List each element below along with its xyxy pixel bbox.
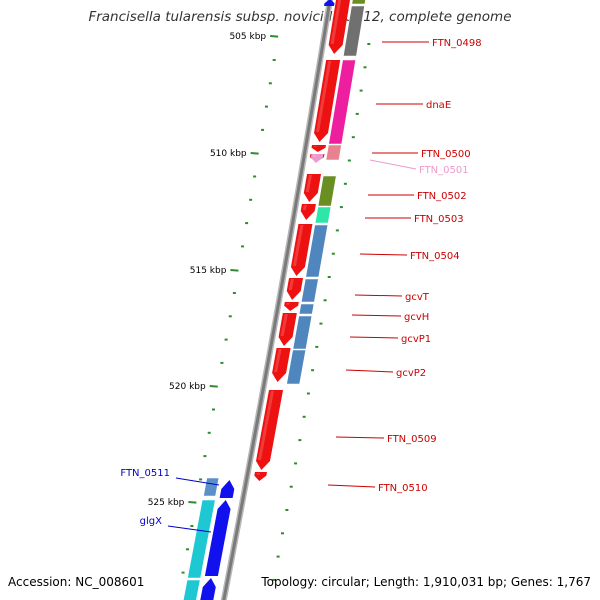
accession-label: Accession: NC_008601: [8, 575, 145, 589]
gene-label-gcvt: gcvT: [405, 292, 430, 303]
forward-gene-arrow: [328, 0, 350, 54]
forward-gene-arrow: [284, 302, 299, 311]
gene-label-gcvh: gcvH: [404, 312, 429, 323]
gene-label-gcvp2: gcvP2: [396, 368, 426, 379]
category-color-band: [203, 477, 220, 497]
scale-tick-mark: [209, 385, 218, 388]
scale-tick-mark: [250, 152, 259, 155]
category-color-band: [314, 206, 332, 224]
category-color-band: [342, 5, 365, 57]
forward-gene-arrow-highlight: [286, 303, 290, 305]
gene-label-ftn_0500: FTN_0500: [421, 149, 471, 160]
forward-gene-arrow-highlight: [316, 61, 332, 132]
forward-gene-arrow-highlight: [258, 391, 275, 460]
forward-gene-arrow: [278, 313, 297, 346]
gene-label-gcvp1: gcvP1: [401, 334, 431, 345]
forward-gene-arrow: [254, 472, 267, 481]
gene-leader-line: [359, 253, 408, 256]
scale-tick-label: 520 kbp: [169, 382, 206, 392]
forward-gene-arrow: [272, 348, 291, 382]
reverse-gene-arrow: [219, 480, 235, 498]
forward-gene-arrow-highlight: [280, 314, 288, 336]
forward-gene-arrow-highlight: [313, 146, 317, 147]
category-color-band: [298, 303, 315, 315]
category-color-band: [328, 59, 357, 145]
gene-leader-line: [167, 525, 212, 533]
gene-label-ftn_0510: FTN_0510: [378, 483, 428, 494]
forward-gene-arrow-highlight: [292, 225, 304, 266]
forward-gene-arrow: [314, 60, 341, 142]
category-color-band: [317, 175, 337, 207]
gene-leader-line: [345, 369, 394, 373]
pseudogene-arrow-highlight: [312, 155, 317, 157]
forward-gene-arrow-highlight: [256, 473, 260, 475]
reverse-gene-arrow: [200, 578, 216, 600]
gene-label-ftn_0498: FTN_0498: [432, 38, 482, 49]
gene-leader-line: [349, 336, 399, 339]
forward-gene-arrow: [290, 224, 313, 276]
forward-gene-arrow: [286, 278, 304, 300]
category-color-band: [351, 0, 366, 5]
forward-gene-arrow-highlight: [274, 349, 282, 372]
genome-backbone: [222, 0, 332, 600]
category-color-band: [182, 579, 201, 600]
forward-gene-arrow-highlight: [288, 279, 295, 290]
forward-gene-arrow-highlight: [302, 205, 307, 210]
gene-leader-line: [369, 159, 417, 170]
category-color-band: [305, 224, 329, 278]
gene-label-ftn_0501: FTN_0501: [419, 165, 469, 176]
category-color-band: [286, 349, 307, 385]
gene-leader-line: [327, 484, 376, 488]
reverse-gene-arrow: [204, 500, 231, 576]
gene-leader-line: [175, 477, 220, 486]
forward-gene-arrow-highlight: [330, 0, 342, 44]
category-color-band: [300, 278, 319, 303]
gene-label-ftn_0502: FTN_0502: [417, 191, 467, 202]
reverse-gene-arrow: [324, 0, 335, 6]
gene-label-ftn_0511: FTN_0511: [120, 468, 170, 479]
scale-tick-label: 505 kbp: [229, 32, 266, 42]
gene-label-dnae: dnaE: [426, 100, 451, 111]
scale-tick-label: 515 kbp: [190, 266, 227, 276]
scale-tick-mark: [270, 35, 279, 38]
scale-tick-label: 525 kbp: [148, 498, 185, 508]
forward-gene-arrow: [303, 174, 322, 202]
scale-tick-mark: [188, 501, 197, 504]
category-color-band: [325, 144, 342, 161]
forward-gene-arrow: [311, 145, 326, 152]
forward-gene-arrow: [256, 390, 284, 470]
pseudogene-arrow: [310, 154, 324, 163]
forward-gene-arrow-highlight: [305, 175, 313, 192]
gene-label-glgx: glgX: [140, 516, 162, 527]
forward-gene-arrow: [300, 204, 316, 220]
scale-tick-label: 510 kbp: [210, 149, 247, 159]
category-color-band: [187, 499, 216, 579]
gene-leader-line: [335, 436, 385, 439]
gene-label-ftn_0503: FTN_0503: [414, 214, 464, 225]
gene-leader-line: [354, 294, 403, 297]
genome-summary-label: Topology: circular; Length: 1,910,031 bp…: [261, 575, 591, 589]
gene-label-ftn_0504: FTN_0504: [410, 251, 460, 262]
scale-tick-mark: [230, 269, 239, 272]
gene-leader-line: [351, 314, 402, 317]
gene-label-ftn_0509: FTN_0509: [387, 434, 437, 445]
category-color-band: [292, 315, 313, 350]
map-title: Francisella tularensis subsp. novicida U…: [88, 9, 512, 25]
